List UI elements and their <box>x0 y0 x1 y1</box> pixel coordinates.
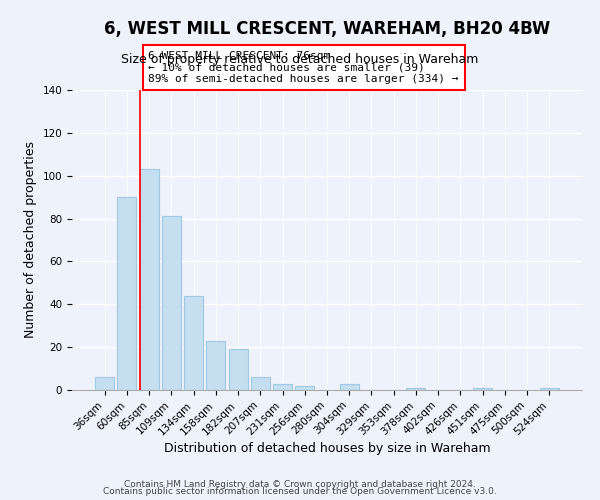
Bar <box>95 377 114 390</box>
Text: Contains public sector information licensed under the Open Government Licence v3: Contains public sector information licen… <box>103 487 497 496</box>
Bar <box>295 386 314 390</box>
Bar <box>273 384 292 390</box>
Bar <box>251 377 270 390</box>
Title: 6, WEST MILL CRESCENT, WAREHAM, BH20 4BW: 6, WEST MILL CRESCENT, WAREHAM, BH20 4BW <box>104 20 550 38</box>
Bar <box>473 388 492 390</box>
Bar <box>340 384 359 390</box>
Bar <box>540 388 559 390</box>
Bar <box>140 170 158 390</box>
Bar <box>229 350 248 390</box>
Text: Contains HM Land Registry data © Crown copyright and database right 2024.: Contains HM Land Registry data © Crown c… <box>124 480 476 489</box>
Bar <box>162 216 181 390</box>
Bar <box>184 296 203 390</box>
Text: Size of property relative to detached houses in Wareham: Size of property relative to detached ho… <box>121 52 479 66</box>
Bar <box>118 197 136 390</box>
Y-axis label: Number of detached properties: Number of detached properties <box>24 142 37 338</box>
X-axis label: Distribution of detached houses by size in Wareham: Distribution of detached houses by size … <box>164 442 490 455</box>
Bar <box>206 340 225 390</box>
Bar <box>406 388 425 390</box>
Text: 6 WEST MILL CRESCENT: 76sqm
← 10% of detached houses are smaller (39)
89% of sem: 6 WEST MILL CRESCENT: 76sqm ← 10% of det… <box>149 51 459 84</box>
